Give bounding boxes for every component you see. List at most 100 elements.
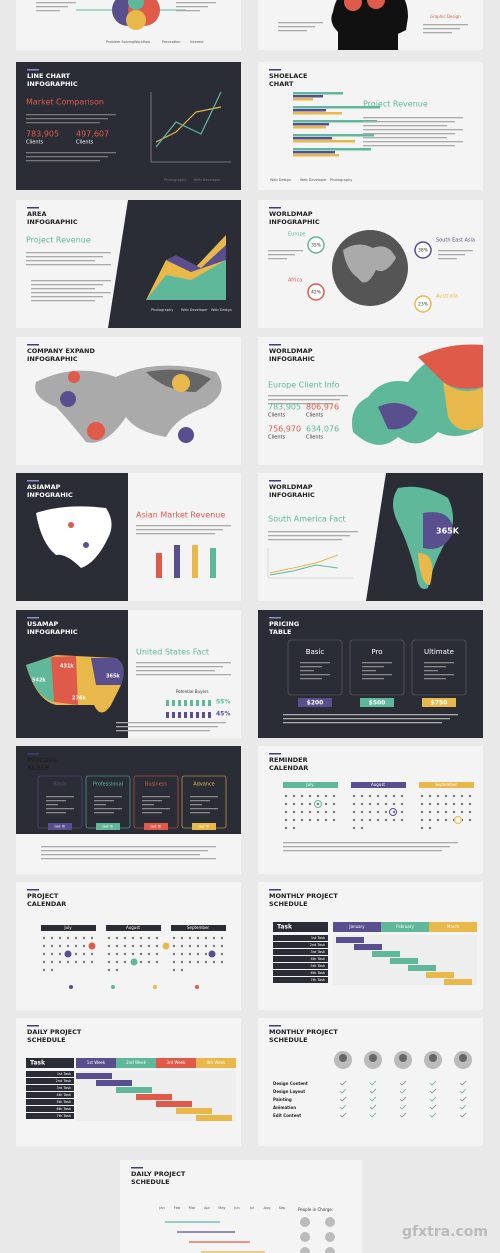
decoration [362,678,384,680]
slide-title: CHART [269,80,294,88]
slide-title: CALENDAR [27,900,66,908]
task: 2nd Task [56,1079,72,1083]
decoration [436,794,440,798]
label: 365k [106,674,120,680]
decoration [139,944,143,948]
decoration [155,952,159,956]
decoration [50,944,54,948]
slide-title: TABLE [27,764,50,772]
decoration [190,796,218,798]
slide-title: INFOGRAPHIC [27,628,78,636]
decoration [298,698,332,707]
title-accent [27,480,39,482]
slide-title: PROJECT [27,892,59,900]
decoration [300,662,330,664]
decoration [332,794,336,798]
decoration [90,952,94,956]
decoration [438,250,473,252]
decoration [131,944,135,948]
decoration [424,662,454,664]
decoration [352,818,356,822]
plan-price: $200 [307,700,324,707]
decoration [46,796,74,798]
decoration [192,823,216,830]
decoration [66,936,70,940]
decoration [212,936,216,940]
decoration [444,818,448,822]
decoration [343,244,396,283]
decoration [316,818,320,822]
slide-title: MONTHLY PROJECT [269,892,338,900]
row-label: Animation [273,1105,296,1110]
plan-name: Ultimate [424,648,454,656]
stat-label: Clients [268,435,285,441]
decoration [155,936,159,940]
decoration [146,245,226,272]
decoration [58,936,62,940]
task: 1st Task [311,936,326,940]
decoration [399,1112,407,1118]
decoration [26,160,100,162]
decoration [136,662,231,664]
slide-title: INFOGRAHIC [269,491,315,499]
slide-title: PRICING [269,620,299,628]
decoration [428,810,432,814]
decoration [423,24,468,26]
decoration [208,712,211,718]
decoration [128,0,144,10]
decoration [136,1094,172,1100]
decoration [196,1115,232,1121]
week-header [116,1058,156,1068]
decoration [352,802,356,806]
decoration [331,0,408,50]
decoration [424,666,446,668]
decoration [162,942,170,950]
decoration [316,810,320,814]
decoration [308,802,312,806]
decoration [176,6,208,8]
decoration [91,658,124,685]
decoration [31,296,103,298]
plan-name: Advance [193,782,215,788]
decoration [116,1087,152,1093]
decoration [142,796,170,798]
decoration [300,670,314,672]
stat-value: 783,905 [268,403,301,412]
decoration [436,802,440,806]
decoration [16,746,241,834]
decoration [139,936,143,940]
plan-button: Get It! [198,825,209,829]
decoration [107,936,111,940]
decoration [376,802,380,806]
decoration [107,960,111,964]
label: 365K [436,527,460,536]
decoration [172,968,176,972]
slide-title: INFOGRAPHIC [27,355,78,363]
decoration [68,522,74,528]
decoration [116,730,210,732]
decoration [363,137,447,139]
decoration [212,944,216,948]
month: September [435,782,457,787]
task-header [273,922,328,932]
decoration [363,145,455,147]
decoration [26,152,116,154]
decoration [444,810,448,814]
label: 45% [216,711,230,718]
month: Sep [279,1206,286,1210]
stat-value: 634,076 [306,425,339,434]
decoration [339,1112,347,1118]
title-accent [269,207,281,209]
decoration [184,700,187,706]
task-row [273,942,328,948]
decoration [360,802,364,806]
decoration [363,129,463,131]
decoration [452,802,456,806]
decoration [50,960,54,964]
decoration [384,794,388,798]
task: 5th Task [311,964,326,968]
slide-heading: Project Revenue [26,236,91,245]
decoration [94,804,106,806]
